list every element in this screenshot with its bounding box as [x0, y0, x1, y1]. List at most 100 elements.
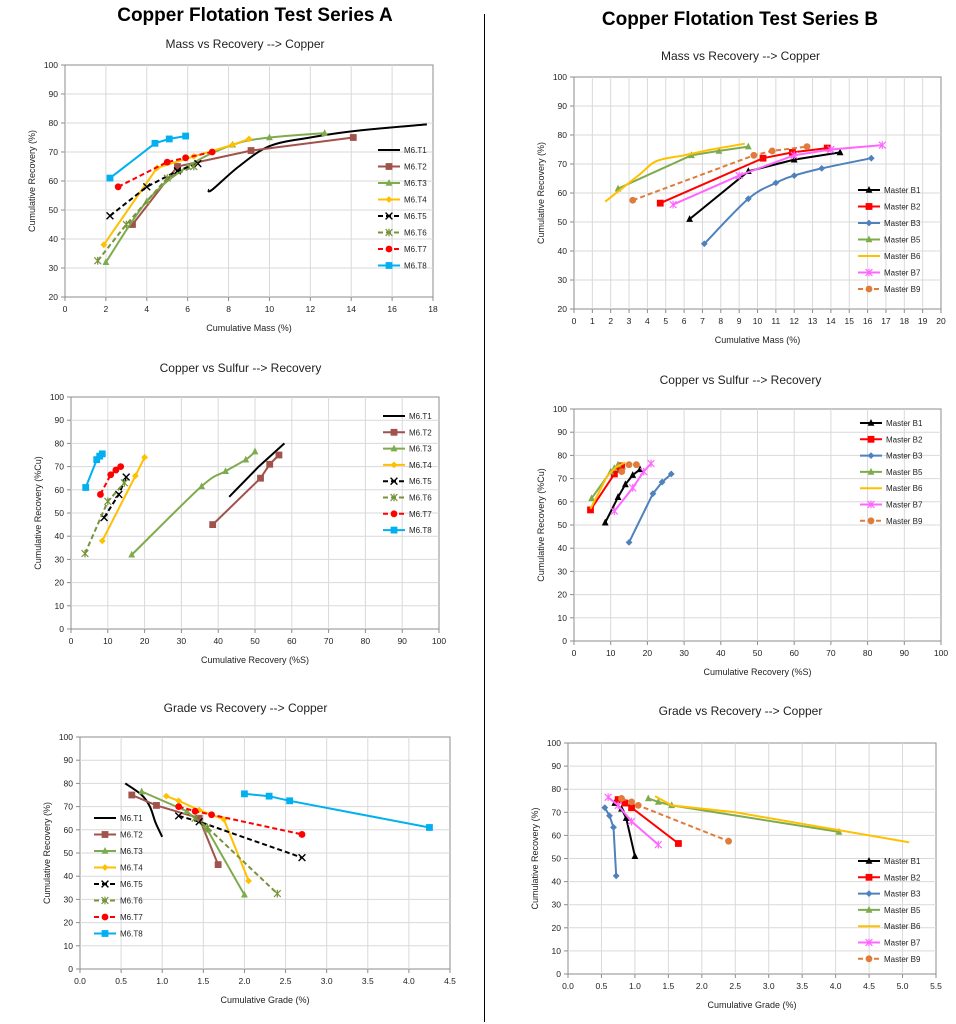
y-tick-label: 60: [552, 830, 562, 840]
y-tick-label: 90: [558, 427, 568, 437]
series-master-b7: [610, 459, 655, 515]
y-tick-label: 0: [59, 624, 64, 634]
x-axis-label: Cumulative Mass (%): [206, 323, 292, 333]
legend-entry: Master B6: [858, 252, 921, 261]
legend-entry: M6.T8: [383, 526, 432, 535]
data-point: [102, 258, 110, 265]
legend-marker: [390, 444, 398, 452]
data-point: [182, 132, 190, 140]
legend-marker: [865, 857, 873, 864]
x-tick-label: 6: [185, 304, 190, 314]
y-tick-label: 30: [558, 275, 568, 285]
y-tick-label: 20: [552, 923, 562, 933]
legend-entry: M6.T1: [94, 814, 143, 823]
data-point: [836, 148, 844, 156]
y-tick-label: 50: [552, 854, 562, 864]
series-m6-t7: [175, 803, 306, 838]
series-line: [659, 147, 828, 205]
x-tick-label: 4.0: [830, 981, 842, 991]
data-point: [98, 537, 106, 545]
legend-label: Master B7: [884, 939, 921, 948]
legend-marker: [385, 262, 393, 269]
series-line: [688, 151, 841, 220]
series-line: [131, 794, 220, 865]
data-point: [349, 134, 357, 141]
data-point: [610, 507, 619, 515]
series-master-b9: [629, 143, 811, 204]
legend-entry: M6.T2: [383, 428, 432, 437]
data-point: [744, 195, 752, 203]
legend-entry: Master B5: [858, 905, 921, 915]
legend-label: M6.T6: [120, 897, 143, 906]
gridlines: [67, 396, 440, 633]
y-tick-label: 90: [55, 415, 65, 425]
series-b-title: Copper Flotation Test Series B: [601, 9, 879, 30]
y-tick-label: 20: [558, 304, 568, 314]
chart-title: Grade vs Recovery --> Copper: [659, 704, 823, 718]
data-point: [114, 183, 122, 191]
data-point: [163, 174, 172, 182]
series-m6-t2: [129, 134, 357, 228]
series-line: [617, 145, 749, 190]
series-line: [647, 797, 840, 833]
legend-entry: Master B7: [860, 501, 923, 510]
y-tick-label: 100: [50, 392, 64, 402]
data-point: [788, 149, 796, 156]
x-tick-label: 10: [753, 316, 763, 326]
series-master-b2: [587, 462, 626, 514]
x-tick-label: 0: [69, 636, 74, 646]
data-point: [629, 471, 637, 478]
data-point: [827, 145, 835, 154]
series-m6-t7: [114, 148, 216, 191]
legend-entry: M6.T3: [383, 444, 432, 454]
y-tick-label: 50: [55, 508, 65, 518]
x-tick-label: 50: [753, 648, 763, 658]
x-tick-label: 4: [645, 316, 650, 326]
y-tick-label: 40: [552, 877, 562, 887]
data-point: [128, 550, 136, 558]
legend-marker: [390, 428, 398, 436]
y-tick-label: 100: [44, 60, 58, 70]
y-tick-label: 30: [64, 894, 74, 904]
legend-marker: [385, 228, 393, 237]
legend-entry: M6.T4: [378, 196, 427, 205]
series-line: [654, 795, 910, 844]
x-tick-label: 1.5: [197, 976, 209, 986]
data-point: [622, 814, 630, 821]
column-divider: [484, 14, 485, 1022]
data-point: [142, 182, 151, 191]
x-tick-label: 4.5: [444, 976, 456, 986]
y-tick-label: 80: [49, 118, 59, 128]
series-line: [207, 123, 427, 193]
series-m6-t1: [207, 123, 427, 193]
legend-marker: [867, 517, 875, 525]
data-point: [654, 797, 662, 805]
gridlines: [76, 736, 451, 973]
legend-entry: Master B9: [860, 517, 923, 526]
legend-marker: [865, 905, 873, 913]
legend-marker: [867, 467, 875, 475]
legend-label: M6.T2: [409, 428, 432, 437]
legend-entry: M6.T2: [94, 831, 143, 840]
series-line: [589, 461, 626, 510]
legend-entry: Master B5: [858, 235, 921, 245]
y-tick-label: 70: [558, 474, 568, 484]
legend-marker: [101, 831, 109, 838]
legend-label: Master B2: [884, 203, 921, 212]
legend-label: M6.T8: [120, 930, 143, 939]
y-tick-label: 60: [55, 485, 65, 495]
legend-label: Master B5: [884, 236, 921, 245]
series-m6-t1: [124, 782, 164, 838]
legend-marker: [385, 212, 393, 220]
data-point: [614, 493, 622, 500]
y-tick-label: 60: [49, 176, 59, 186]
x-tick-label: 3.5: [796, 981, 808, 991]
legend-label: M6.T1: [409, 412, 432, 421]
x-tick-label: 4.5: [863, 981, 875, 991]
series-m6-t2: [128, 791, 222, 868]
x-tick-label: 10: [265, 304, 275, 314]
legend-marker: [865, 873, 873, 881]
legend-label: Master B3: [884, 890, 921, 899]
series-master-b3: [700, 154, 875, 248]
legend-label: M6.T4: [404, 196, 427, 205]
